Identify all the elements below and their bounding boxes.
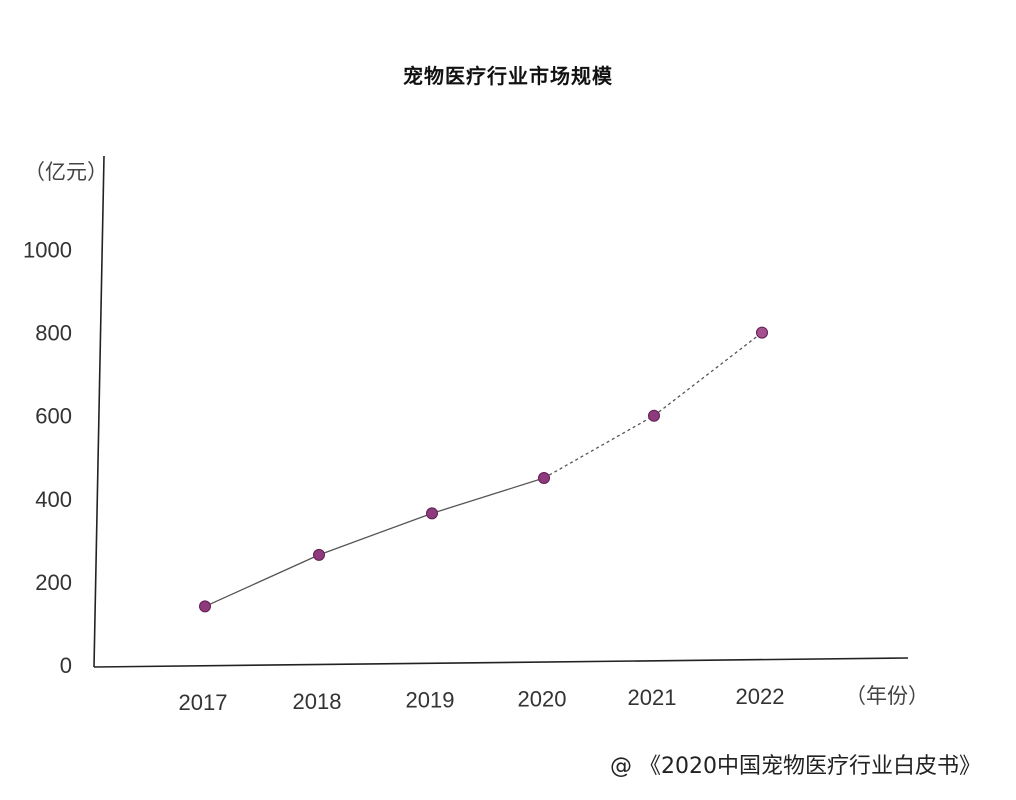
- data-point-2020: [538, 472, 550, 485]
- y-tick-label: 200: [35, 570, 72, 595]
- data-point-2022: [756, 326, 768, 339]
- x-tick-label: 2020: [518, 686, 567, 711]
- series-lines: [204, 332, 763, 608]
- y-tick-label: 800: [35, 321, 72, 346]
- y-tick-label: 1000: [23, 238, 72, 263]
- y-axis-ticks: 0 200 400 600 800 1000: [23, 238, 72, 679]
- series-points: [199, 326, 768, 613]
- x-axis: [93, 657, 909, 668]
- data-point-2019: [426, 507, 438, 520]
- y-axis-unit-label: （亿元）: [24, 160, 108, 184]
- y-tick-label: 600: [35, 404, 72, 429]
- x-tick-label: 2018: [293, 689, 342, 714]
- x-tick-label: 2019: [406, 688, 455, 713]
- y-tick-label: 0: [60, 653, 72, 678]
- data-point-2021: [648, 409, 660, 422]
- projected-segment: [543, 415, 655, 479]
- actual-segment: [318, 512, 433, 556]
- source-citation: @ 《2020中国宠物医疗行业白皮书》: [610, 754, 981, 779]
- chart-title: 宠物医疗行业市场规模: [403, 64, 613, 88]
- y-axis: [93, 155, 105, 668]
- x-tick-label: 2022: [736, 684, 785, 709]
- actual-segment: [204, 554, 320, 608]
- x-axis-ticks: 2017 2018 2019 2020 2021 2022: [179, 684, 785, 715]
- projected-segment: [653, 332, 763, 417]
- x-tick-label: 2017: [179, 690, 228, 715]
- x-tick-label: 2021: [628, 685, 677, 710]
- actual-segment: [431, 477, 545, 514]
- y-tick-label: 400: [35, 487, 72, 512]
- x-axis-unit-label: （年份）: [845, 684, 929, 708]
- data-point-2018: [313, 548, 325, 561]
- data-point-2017: [199, 600, 211, 613]
